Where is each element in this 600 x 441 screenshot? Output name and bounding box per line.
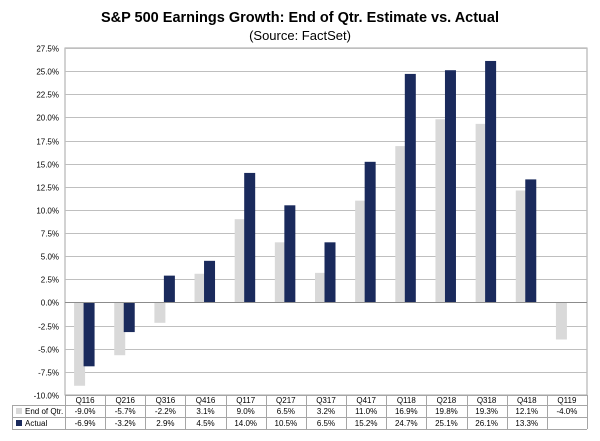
x-tick-label: Q218 xyxy=(437,396,457,405)
data-label: 13.3% xyxy=(515,419,538,428)
plot-area-border xyxy=(64,47,588,396)
data-label: 12.1% xyxy=(515,407,538,416)
actual-bar xyxy=(123,302,135,333)
data-label: 16.9% xyxy=(395,407,418,416)
actual-bar xyxy=(364,161,376,303)
y-tick-label: 15.0% xyxy=(36,161,59,170)
data-label: 11.0% xyxy=(355,407,377,416)
data-label: 19.3% xyxy=(475,407,498,416)
actual-bar xyxy=(204,260,216,303)
actual-bar xyxy=(485,60,497,303)
data-label: 3.2% xyxy=(317,407,335,416)
x-tick-label: Q117 xyxy=(236,396,256,405)
estimate-bar xyxy=(515,190,527,303)
y-tick-label: 22.5% xyxy=(36,91,59,100)
estimate-bar xyxy=(154,302,166,323)
estimate-bar xyxy=(274,242,286,303)
data-label: 19.8% xyxy=(435,407,458,416)
data-label: 9.0% xyxy=(237,407,255,416)
y-tick-label: 2.5% xyxy=(41,276,59,285)
estimate-bar xyxy=(435,119,447,303)
x-tick-label: Q418 xyxy=(517,396,537,405)
legend-key-actual xyxy=(16,420,22,426)
bars xyxy=(74,60,567,386)
y-tick-label: -10.0% xyxy=(34,392,59,401)
x-tick-label: Q416 xyxy=(196,396,216,405)
data-label: 6.5% xyxy=(317,419,335,428)
estimate-bar xyxy=(194,273,206,303)
x-tick-label: Q116 xyxy=(76,396,96,405)
data-label: -4.0% xyxy=(556,407,577,416)
data-table: Q116 Q216 Q316 Q416 Q117 Q217 Q317 Q417 Q118 Q218… xyxy=(12,395,588,430)
estimate-bar xyxy=(114,302,126,356)
data-label: 6.5% xyxy=(277,407,295,416)
data-label: 25.1% xyxy=(435,419,458,428)
y-tick-label: 25.0% xyxy=(36,68,59,77)
x-tick-label: Q216 xyxy=(115,396,135,405)
x-tick-label: Q118 xyxy=(397,396,417,405)
x-tick-label: Q217 xyxy=(276,396,296,405)
estimate-bar xyxy=(355,200,367,303)
data-label: 2.9% xyxy=(156,419,174,428)
legend-key-estimate xyxy=(16,408,22,414)
data-label: -6.9% xyxy=(75,419,96,428)
estimate-bar xyxy=(395,146,407,303)
data-label: 10.5% xyxy=(275,419,298,428)
estimate-bar xyxy=(555,302,567,340)
x-tick-label: Q119 xyxy=(557,396,577,405)
estimate-bar xyxy=(475,123,487,303)
data-label: -3.2% xyxy=(115,419,136,428)
actual-bar xyxy=(404,73,416,303)
actual-bar xyxy=(163,275,175,303)
actual-bar xyxy=(244,172,256,303)
data-label: 14.0% xyxy=(234,419,257,428)
data-label: -5.7% xyxy=(115,407,136,416)
y-tick-label: -7.5% xyxy=(38,369,59,378)
estimate-bar xyxy=(315,272,326,303)
estimate-bar xyxy=(74,302,86,386)
gridlines xyxy=(64,47,588,396)
chart-title: S&P 500 Earnings Growth: End of Qtr. Est… xyxy=(101,10,499,26)
actual-bar xyxy=(284,205,296,303)
x-tick-label: Q417 xyxy=(356,396,376,405)
data-label: -9.0% xyxy=(75,407,96,416)
data-label: 24.7% xyxy=(395,419,418,428)
y-tick-label: -2.5% xyxy=(38,323,59,332)
x-tick-label: Q316 xyxy=(156,396,176,405)
estimate-bar xyxy=(234,219,246,303)
data-label: -2.2% xyxy=(155,407,176,416)
y-tick-label: -5.0% xyxy=(38,346,59,355)
y-tick-label: 12.5% xyxy=(36,184,59,193)
legend-label: End of Qtr. xyxy=(25,407,63,416)
y-tick-label: 5.0% xyxy=(41,253,59,262)
data-label: 4.5% xyxy=(196,419,214,428)
actual-bar xyxy=(324,242,336,303)
data-label: 26.1% xyxy=(475,419,498,428)
actual-bar xyxy=(444,70,456,303)
data-label: 3.1% xyxy=(196,407,214,416)
actual-bar xyxy=(525,179,537,303)
legend-label: Actual xyxy=(25,419,47,428)
y-tick-label: 0.0% xyxy=(41,299,59,308)
y-tick-label: 27.5% xyxy=(36,45,59,54)
y-tick-label: 17.5% xyxy=(36,138,59,147)
y-tick-label: 10.0% xyxy=(36,207,59,216)
x-tick-label: Q318 xyxy=(477,396,497,405)
axes: -10.0% -7.5% -5.0% -2.5% 0.0% 2.5% 5.0% 7.5% 10.… xyxy=(34,45,587,401)
x-tick-label: Q317 xyxy=(316,396,336,405)
chart-subtitle: (Source: FactSet) xyxy=(249,28,351,43)
data-label: 15.2% xyxy=(355,419,378,428)
y-tick-label: 7.5% xyxy=(41,230,59,239)
y-tick-label: 20.0% xyxy=(36,114,59,123)
actual-bar xyxy=(83,302,95,367)
